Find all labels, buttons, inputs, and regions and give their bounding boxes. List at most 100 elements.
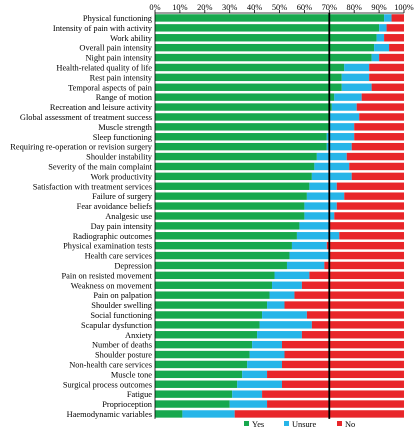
x-tick-label: 60% <box>297 3 312 12</box>
bar-segment-yes-14 <box>155 152 317 161</box>
bar-segment-no-12 <box>354 133 404 141</box>
bar-segment-no-1 <box>386 24 404 32</box>
category-label: Pain on palpation <box>93 291 152 300</box>
x-tick-label: 70% <box>322 3 337 12</box>
bar-segment-yes-24 <box>155 251 290 260</box>
bar-segment-unsure-14 <box>316 152 347 161</box>
category-label: Pain on resisted movement <box>62 271 153 280</box>
x-tick-label: 90% <box>371 3 386 12</box>
category-label: Fatigue <box>127 390 152 399</box>
bar-segment-unsure-8 <box>334 93 362 101</box>
category-label: Depression <box>114 261 152 270</box>
bar-segment-no-27 <box>301 281 404 289</box>
bar-segment-no-39 <box>267 400 404 408</box>
bar-segment-yes-13 <box>155 142 327 151</box>
bar-segment-yes-9 <box>155 103 332 111</box>
bar-segment-no-17 <box>336 182 404 190</box>
bar-segment-unsure-19 <box>304 202 337 210</box>
bar-segment-unsure-9 <box>331 103 357 111</box>
bar-segment-unsure-35 <box>247 360 282 369</box>
category-label: Physical examination tests <box>63 242 152 251</box>
bar-segment-yes-17 <box>155 182 310 190</box>
bar-segment-unsure-40 <box>182 410 235 418</box>
bar-segment-no-18 <box>344 192 404 200</box>
bar-segment-no-34 <box>284 350 404 359</box>
bar-segment-unsure-28 <box>269 291 295 299</box>
bar-segment-no-32 <box>301 331 404 339</box>
bar-segment-unsure-1 <box>379 24 387 32</box>
bar-segment-yes-25 <box>155 261 287 270</box>
bar-segment-no-40 <box>234 410 404 418</box>
bar-segment-no-11 <box>354 123 404 131</box>
bar-segment-yes-40 <box>155 410 183 418</box>
bar-segment-yes-22 <box>155 232 297 240</box>
bar-segment-yes-4 <box>155 53 372 62</box>
category-label: Day pain intensity <box>91 222 153 231</box>
bar-segment-no-0 <box>391 14 404 22</box>
category-label: Range of motion <box>96 93 153 102</box>
bar-segment-unsure-0 <box>384 14 392 22</box>
x-tick-label: 40% <box>247 3 262 12</box>
bar-segment-unsure-6 <box>341 73 370 82</box>
bar-segment-yes-27 <box>155 281 273 289</box>
bar-segment-yes-19 <box>155 202 305 210</box>
bar-segment-no-36 <box>267 370 404 379</box>
category-label: Failure of surgery <box>92 192 153 201</box>
category-label: Haemodynamic variables <box>67 410 152 419</box>
bar-segment-unsure-23 <box>291 241 327 250</box>
x-tick-label: 10% <box>172 3 187 12</box>
bar-segment-unsure-7 <box>341 83 372 91</box>
bar-segment-yes-39 <box>155 400 230 408</box>
bar-segment-unsure-27 <box>272 281 302 289</box>
bar-segment-unsure-4 <box>371 53 380 62</box>
bar-segment-yes-1 <box>155 24 380 32</box>
category-label: Sleep functioning <box>93 133 153 142</box>
bar-segment-yes-32 <box>155 331 258 339</box>
category-label: Muscle tone <box>111 370 152 379</box>
legend-label-yes: Yes <box>252 420 264 429</box>
category-label: Rest pain intensity <box>90 73 153 82</box>
bar-segment-no-31 <box>311 321 404 329</box>
bar-segment-unsure-39 <box>229 400 268 408</box>
bar-segment-no-30 <box>306 311 404 319</box>
bar-segment-yes-0 <box>155 14 385 22</box>
category-label: Radiographic outcomes <box>73 232 152 241</box>
legend: Yes Unsure No <box>244 420 355 429</box>
bar-segment-unsure-10 <box>329 113 360 121</box>
category-label: Number of deaths <box>92 341 152 350</box>
bar-segment-unsure-38 <box>232 390 263 398</box>
bar-segment-unsure-21 <box>299 222 330 230</box>
legend-swatch-yes <box>244 421 249 426</box>
bar-segment-yes-15 <box>155 162 315 171</box>
bar-segment-no-25 <box>324 261 404 270</box>
bar-segment-unsure-22 <box>296 232 340 240</box>
bar-segment-unsure-18 <box>306 192 345 200</box>
category-label: Shoulder instability <box>86 153 153 162</box>
x-tick-label: 0% <box>149 3 160 12</box>
bar-segment-no-15 <box>349 162 404 171</box>
bar-segment-yes-31 <box>155 321 260 329</box>
bar-segment-unsure-26 <box>274 271 310 280</box>
bar-segment-unsure-12 <box>326 133 355 141</box>
category-label: Anxiety <box>125 331 153 340</box>
x-tick-label: 20% <box>197 3 212 12</box>
bar-segment-no-3 <box>389 43 404 52</box>
bar-segment-no-24 <box>329 251 404 260</box>
bar-segment-no-13 <box>351 142 404 151</box>
bar-segment-no-10 <box>359 113 404 121</box>
x-tick-label: 100% <box>394 3 414 12</box>
legend-swatch-no <box>337 421 342 426</box>
category-label: Weakness on movement <box>71 281 153 290</box>
bar-segment-yes-7 <box>155 83 342 91</box>
bar-segment-unsure-17 <box>309 182 337 190</box>
bar-segment-no-7 <box>371 83 404 91</box>
category-label: Intensity of pain with activity <box>53 24 153 33</box>
bar-segment-yes-34 <box>155 350 250 359</box>
bar-segment-yes-30 <box>155 311 263 319</box>
legend-swatch-unsure <box>284 421 289 426</box>
category-label: Temporal aspects of pain <box>68 83 153 92</box>
bar-segment-unsure-25 <box>286 261 325 270</box>
x-tick-label: 80% <box>347 3 362 12</box>
